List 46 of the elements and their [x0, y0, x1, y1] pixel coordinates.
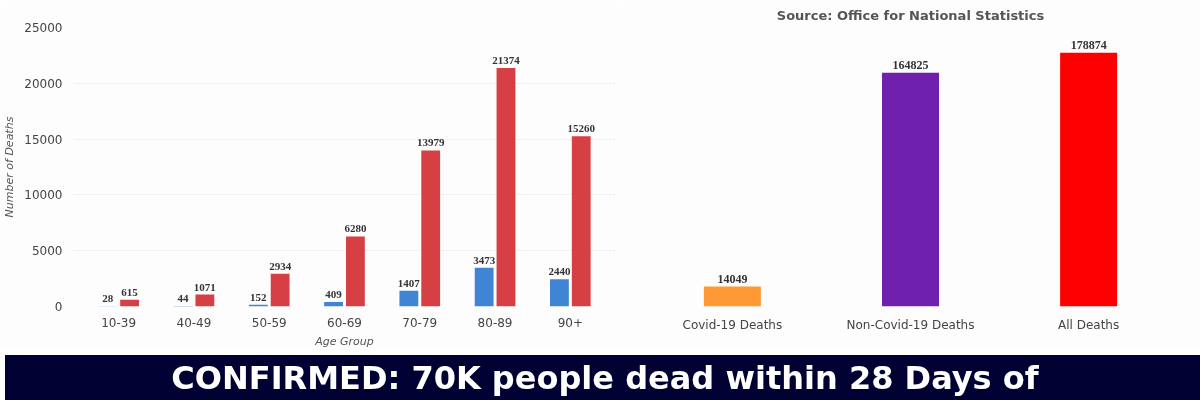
- x-tick-label: 50-59: [251, 315, 287, 330]
- data-label: 6280: [344, 222, 367, 235]
- bar: [195, 294, 215, 307]
- x-tick-label: 80-89: [477, 315, 513, 330]
- bar: [421, 150, 441, 307]
- data-label: 14049: [717, 271, 748, 286]
- chart-subtitle: Source: Office for National Statistics: [776, 7, 1045, 23]
- data-label: 28: [102, 292, 114, 305]
- x-tick-label: 90+: [557, 315, 583, 330]
- data-label: 21374: [492, 53, 521, 66]
- y-tick-label: 25000: [24, 21, 63, 35]
- y-tick-label: 5000: [31, 244, 63, 259]
- data-label: 2440: [548, 265, 571, 278]
- data-label: 152: [250, 290, 268, 303]
- data-label: 2934: [269, 259, 292, 272]
- data-label: 1407: [397, 276, 421, 289]
- x-axis-title: Age Group: [314, 334, 374, 348]
- y-axis-title: Number of Deaths: [3, 116, 17, 218]
- bar: [571, 136, 591, 307]
- y-tick-label: 10000: [24, 188, 63, 203]
- bar: [496, 67, 516, 307]
- x-tick-label: Covid-19 Deaths: [682, 317, 783, 332]
- data-label: 15260: [567, 122, 596, 135]
- bar: [399, 290, 419, 307]
- bar: [550, 279, 569, 307]
- text: CONFIRMED: 70K people dead within 28 Days of: [171, 358, 1039, 399]
- y-tick-label: 0: [54, 300, 63, 314]
- data-label: 44: [177, 292, 190, 305]
- x-tick-label: 70-79: [402, 315, 438, 330]
- y-tick-label: 20000: [24, 76, 63, 91]
- data-label: 409: [325, 287, 343, 300]
- bar: [474, 267, 494, 307]
- bar: [346, 236, 365, 307]
- y-tick-label: 15000: [24, 132, 63, 147]
- data-label: 3473: [473, 253, 496, 266]
- x-tick-label: 40-49: [176, 315, 212, 330]
- x-tick-label: 60-69: [327, 315, 362, 330]
- data-label: 164825: [892, 57, 929, 72]
- data-label: 13979: [416, 136, 445, 149]
- data-label: 1071: [193, 280, 216, 293]
- bar: [270, 273, 290, 307]
- data-label: 178874: [1070, 37, 1107, 52]
- x-tick-label: 10-39: [101, 315, 137, 330]
- x-tick-label: All Deaths: [1058, 317, 1120, 332]
- x-tick-label: Non-Covid-19 Deaths: [846, 317, 975, 332]
- data-label: 615: [121, 285, 139, 298]
